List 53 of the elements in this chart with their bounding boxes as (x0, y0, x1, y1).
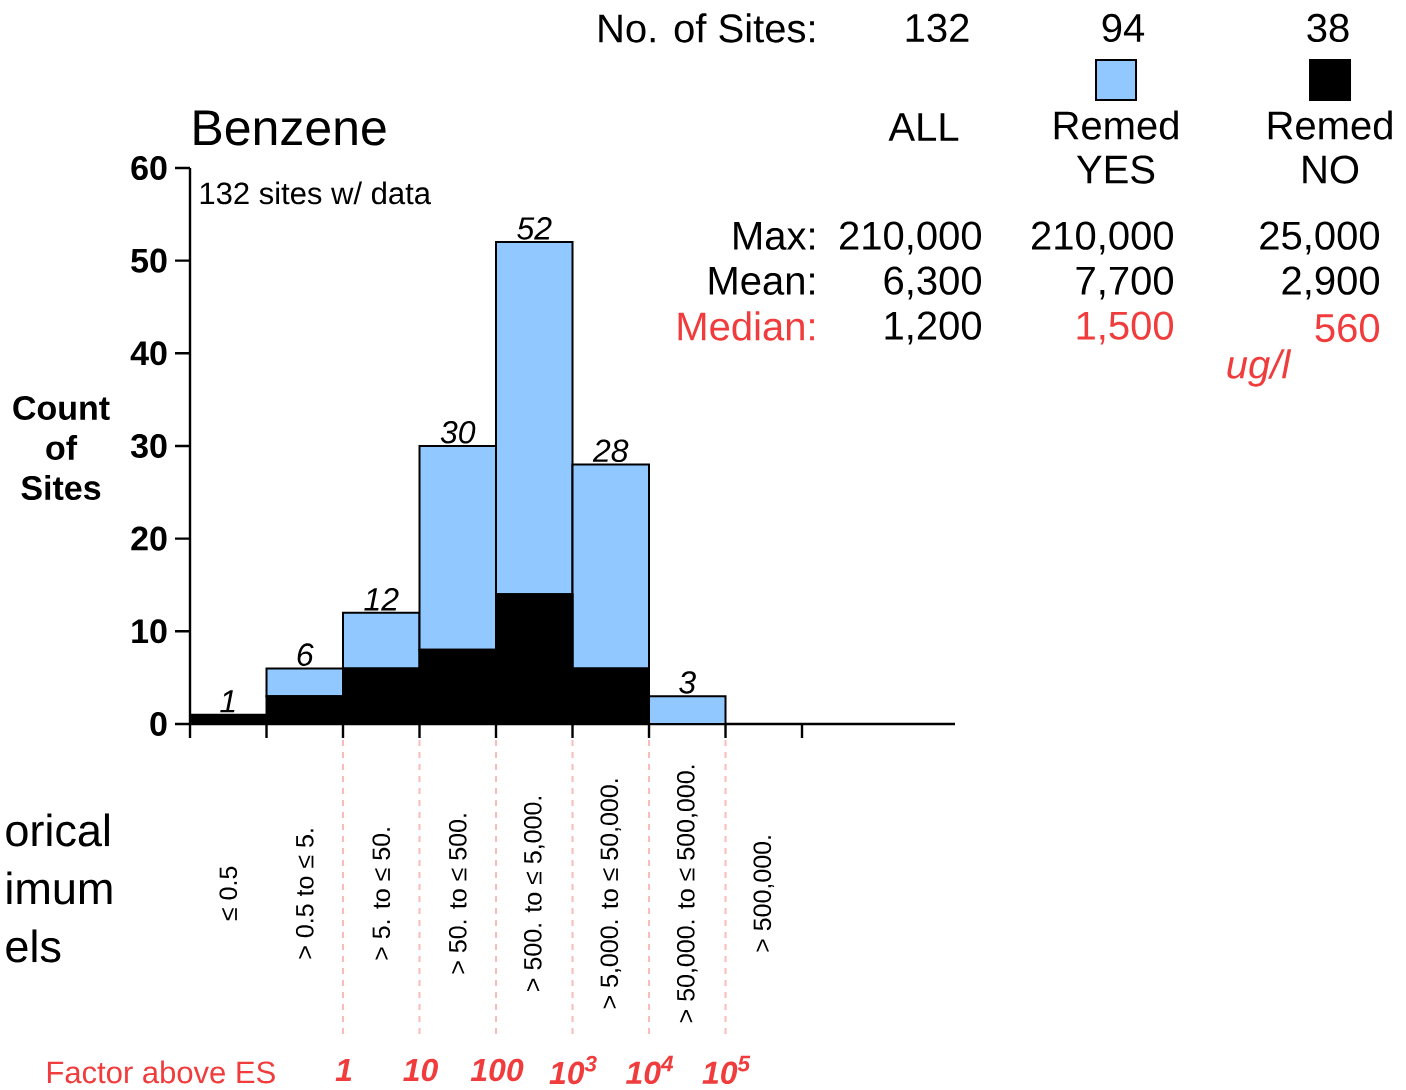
text: ALL (888, 113, 959, 141)
text: 10 (403, 1058, 438, 1082)
total-label: 52 (517, 217, 552, 240)
text: 25,000 (1260, 221, 1380, 255)
x-tick-label: > 500,000. (753, 836, 775, 952)
y-tick-label: 0 (150, 711, 167, 737)
text: 210,000 (840, 221, 982, 255)
text: 210,000 (1032, 221, 1174, 255)
total-label: 28 (592, 439, 629, 463)
text: ug/l (1227, 349, 1292, 387)
total-label: 30 (440, 420, 476, 444)
y-tick-label: 60 (131, 155, 167, 181)
annotation: Mean: (709, 267, 814, 295)
legend-label: Remed YES (1054, 110, 1178, 184)
text: 132 (906, 13, 969, 43)
x-tick-label: > 5. to ≤ 50. (372, 828, 391, 960)
y-tick-label: 40 (130, 341, 167, 366)
text: 100 (470, 1058, 524, 1082)
total-label: 3 (679, 671, 696, 694)
x-tick-label: > 5,000. to ≤ 50,000. (600, 779, 622, 1009)
total-label: 12 (364, 588, 399, 611)
legend-label: Remed NO (1268, 110, 1392, 184)
text: No. of Sites: (599, 13, 814, 43)
text: 2,900 (1282, 266, 1380, 300)
y-tick-label: 30 (130, 433, 167, 459)
total-label: 6 (297, 643, 314, 666)
y-tick-label: 20 (131, 526, 167, 551)
text: 1 (335, 1058, 352, 1081)
text: 1,500 (1077, 311, 1174, 345)
text: 10$^{3}$ (549, 1055, 597, 1085)
text: 6,300 (884, 266, 982, 300)
chart-title: Benzene (194, 110, 386, 146)
annotation: Max: (734, 222, 814, 250)
text: orical imum els (6, 813, 112, 963)
annotation: Median: (678, 311, 814, 341)
text: 38 (1307, 13, 1349, 43)
text: 560 (1315, 313, 1380, 343)
x-tick-label: > 50. to ≤ 500. (448, 814, 467, 974)
text: 94 (1102, 13, 1145, 43)
total-label: 1 (220, 690, 235, 713)
x-tick-label: ≤ 0.5 (219, 866, 238, 921)
text: 10$^{5}$ (702, 1055, 751, 1085)
y-axis-title: Count of Sites (13, 395, 110, 501)
text: 7,700 (1076, 266, 1174, 300)
x-tick-label: > 500. to ≤ 5,000. (523, 796, 545, 991)
x-tick-label: > 50,000. to ≤ 500,000. (676, 765, 698, 1023)
y-tick-label: 10 (132, 619, 167, 644)
y-tick-label: 50 (131, 248, 167, 273)
text: 10$^{4}$ (625, 1055, 674, 1085)
x-tick-label: > 0.5 to ≤ 5. (295, 829, 314, 959)
annotation: 132 sites w/ data (200, 181, 431, 205)
text: 1,200 (885, 311, 982, 345)
text: Factor above ES (47, 1060, 275, 1084)
